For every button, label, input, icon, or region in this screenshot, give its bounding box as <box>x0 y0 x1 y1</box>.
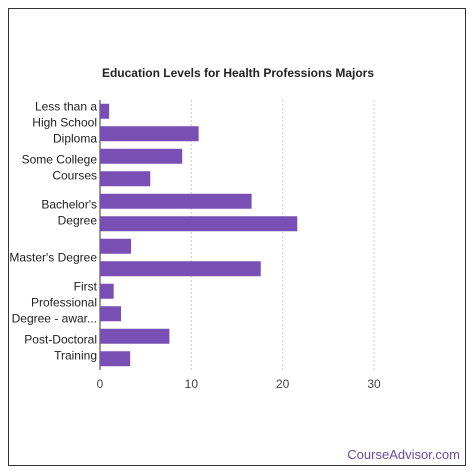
bar <box>100 148 183 164</box>
chart-title: Education Levels for Health Professions … <box>101 66 375 80</box>
category-label: Less than a High School Diploma <box>32 100 97 146</box>
category-label-line: First <box>74 280 98 294</box>
courseadvisor-link[interactable]: CourseAdvisor.com <box>347 447 460 462</box>
x-tick-label: 20 <box>276 377 290 391</box>
bar <box>100 328 170 344</box>
x-tick-label: 0 <box>97 377 104 391</box>
x-tick-label: 10 <box>185 377 199 391</box>
x-tick-label: 30 <box>367 377 381 391</box>
category-label-line: High School <box>32 116 97 130</box>
category-label: Some College Courses <box>22 153 98 183</box>
bar <box>100 103 110 119</box>
category-label-line: Bachelor's <box>41 198 97 212</box>
category-label: Master's Degree <box>9 251 97 265</box>
category-label: First Professional Degree - awar... <box>12 280 98 326</box>
bar <box>100 216 298 232</box>
bar <box>100 193 252 209</box>
category-label-line: Less than a <box>35 100 97 114</box>
category-label-line: Diploma <box>53 132 97 146</box>
category-label-line: Some College <box>22 153 98 167</box>
bar <box>100 306 122 322</box>
category-label-line: Degree <box>58 214 98 228</box>
category-label-line: Courses <box>52 169 97 183</box>
bar <box>100 126 199 142</box>
category-label-line: Training <box>54 349 97 363</box>
category-label-line: Master's Degree <box>9 251 97 265</box>
bar <box>100 351 131 367</box>
category-label-line: Professional <box>31 296 97 310</box>
category-label-line: Post-Doctoral <box>24 333 97 347</box>
category-label-line: Degree - awar... <box>12 312 97 326</box>
bar <box>100 283 114 299</box>
bar <box>100 171 151 187</box>
category-label: Post-Doctoral Training <box>24 333 97 363</box>
category-label: Bachelor's Degree <box>41 198 97 228</box>
bar <box>100 261 261 277</box>
chart-frame <box>8 8 466 466</box>
bar <box>100 238 132 254</box>
